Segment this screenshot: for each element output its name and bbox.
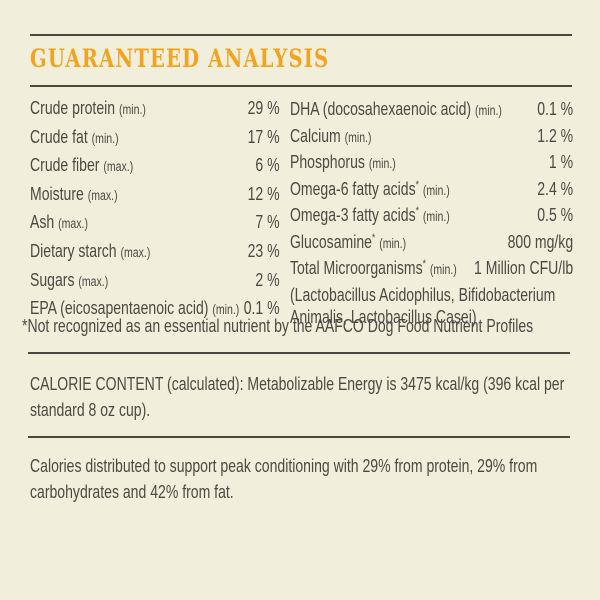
nutrient-value: 0.1 %: [243, 298, 280, 319]
nutrient-qualifier: (max.): [87, 187, 118, 203]
nutrient-row: Glucosamine* (min.) 800 mg/kg: [290, 230, 573, 257]
nutrient-row: Ash (max.) 7 %: [30, 209, 280, 238]
nutrient-qualifier: (max.): [78, 273, 109, 289]
calorie-content-paragraph: CALORIE CONTENT (calculated): Metaboliza…: [30, 371, 564, 423]
nutrient-label: Dietary starch (max.): [30, 240, 151, 261]
paragraph-line: standard 8 oz cup).: [30, 400, 151, 420]
microorganisms-species-note: (Lactobacillus Acidophilus, Bifidobacter…: [290, 284, 573, 328]
nutrient-row: DHA (docosahexaenoic acid) (min.) 0.1 %: [290, 97, 573, 124]
nutrient-label: Calcium (min.): [290, 125, 372, 146]
nutrient-value: 800 mg/kg: [507, 231, 574, 252]
nutrient-label: Ash (max.): [30, 212, 88, 233]
nutrient-label: EPA (eicosapentaenoic acid) (min.): [30, 298, 240, 319]
nutrient-value: 2 %: [255, 269, 280, 290]
nutrient-value: 0.1 %: [537, 99, 574, 119]
nutrient-column-left: Crude protein (min.) 29 % Crude fat (min…: [30, 95, 280, 324]
nutrient-rows-right: DHA (docosahexaenoic acid) (min.) 0.1 % …: [290, 97, 573, 283]
nutrient-qualifier: (min.): [422, 182, 450, 198]
nutrient-value: 2.4 %: [537, 178, 574, 199]
nutrient-row: EPA (eicosapentaenoic acid) (min.) 0.1 %: [30, 295, 280, 324]
top-divider: [30, 34, 572, 36]
nutrient-row: Moisture (max.) 12 %: [30, 181, 280, 210]
nutrient-row: Crude protein (min.) 29 %: [30, 95, 280, 124]
calorie-distribution-paragraph: Calories distributed to support peak con…: [30, 453, 537, 505]
nutrient-qualifier: (min.): [212, 302, 240, 318]
nutrient-row: Calcium (min.) 1.2 %: [290, 124, 573, 151]
nutrient-row: Phosphorus (min.) 1 %: [290, 150, 573, 177]
nutrient-label: Glucosamine* (min.): [290, 231, 407, 252]
nutrient-value: 6 %: [255, 155, 280, 176]
nutrient-qualifier: (min.): [379, 235, 407, 251]
nutrient-value: 17 %: [247, 126, 280, 147]
nutrient-label: Crude fiber (max.): [30, 155, 134, 176]
nutrient-qualifier: (max.): [120, 244, 151, 260]
nutrient-qualifier: (min.): [118, 102, 146, 117]
nutrient-label: Sugars (max.): [30, 269, 109, 290]
footnote-divider: [28, 352, 570, 354]
nutrient-row: Total Microorganisms* (min.) 1 Million C…: [290, 256, 573, 283]
section-title: GUARANTEED ANALYSIS: [30, 44, 330, 73]
nutrient-value: 29 %: [247, 98, 280, 118]
nutrient-qualifier: (min.): [344, 129, 372, 145]
nutrient-value: 0.5 %: [537, 205, 574, 225]
nutrient-label: Omega-6 fatty acids* (min.): [290, 178, 450, 199]
nutrient-qualifier: (max.): [103, 159, 134, 175]
note-line: Animalis, Lactobacillus Casei): [290, 306, 477, 327]
nutrient-label: Total Microorganisms* (min.): [290, 258, 457, 278]
nutrient-qualifier: (min.): [91, 130, 119, 146]
nutrient-qualifier: (min.): [429, 262, 457, 277]
nutrient-label: Phosphorus (min.): [290, 152, 396, 172]
paragraph-line: Calories distributed to support peak con…: [30, 456, 538, 476]
nutrient-value: 23 %: [247, 240, 280, 261]
nutrient-value: 12 %: [247, 183, 280, 204]
nutrient-column-right: DHA (docosahexaenoic acid) (min.) 0.1 % …: [290, 97, 573, 328]
nutrient-row: Dietary starch (max.) 23 %: [30, 238, 280, 267]
nutrient-row: Crude fat (min.) 17 %: [30, 124, 280, 153]
nutrient-label: Moisture (max.): [30, 183, 118, 204]
header-divider: [30, 85, 572, 87]
nutrient-value: 1.2 %: [537, 125, 574, 146]
nutrient-value: 1 %: [548, 152, 574, 172]
nutrient-value: 1 Million CFU/lb: [474, 258, 574, 278]
nutrient-qualifier: (min.): [474, 103, 502, 118]
nutrient-qualifier: (min.): [368, 156, 396, 171]
nutrient-qualifier: (max.): [58, 216, 88, 232]
nutrient-label: Omega-3 fatty acids* (min.): [290, 205, 450, 225]
nutrient-qualifier: (min.): [422, 209, 450, 224]
note-line: (Lactobacillus Acidophilus, Bifidobacter…: [290, 284, 556, 305]
nutrient-label: Crude fat (min.): [30, 126, 119, 147]
nutrient-row: Omega-3 fatty acids* (min.) 0.5 %: [290, 203, 573, 230]
nutrient-row: Crude fiber (max.) 6 %: [30, 152, 280, 181]
paragraph-line: carbohydrates and 42% from fat.: [30, 482, 234, 502]
aafco-footnote: *Not recognized as an essential nutrient…: [22, 316, 534, 336]
nutrient-row: Sugars (max.) 2 %: [30, 267, 280, 296]
nutrient-value: 7 %: [255, 212, 280, 233]
nutrient-label: Crude protein (min.): [30, 98, 146, 118]
calorie-divider: [28, 436, 570, 438]
nutrient-label: DHA (docosahexaenoic acid) (min.): [290, 99, 502, 119]
nutrient-row: Omega-6 fatty acids* (min.) 2.4 %: [290, 177, 573, 204]
paragraph-line: CALORIE CONTENT (calculated): Metaboliza…: [30, 374, 565, 394]
